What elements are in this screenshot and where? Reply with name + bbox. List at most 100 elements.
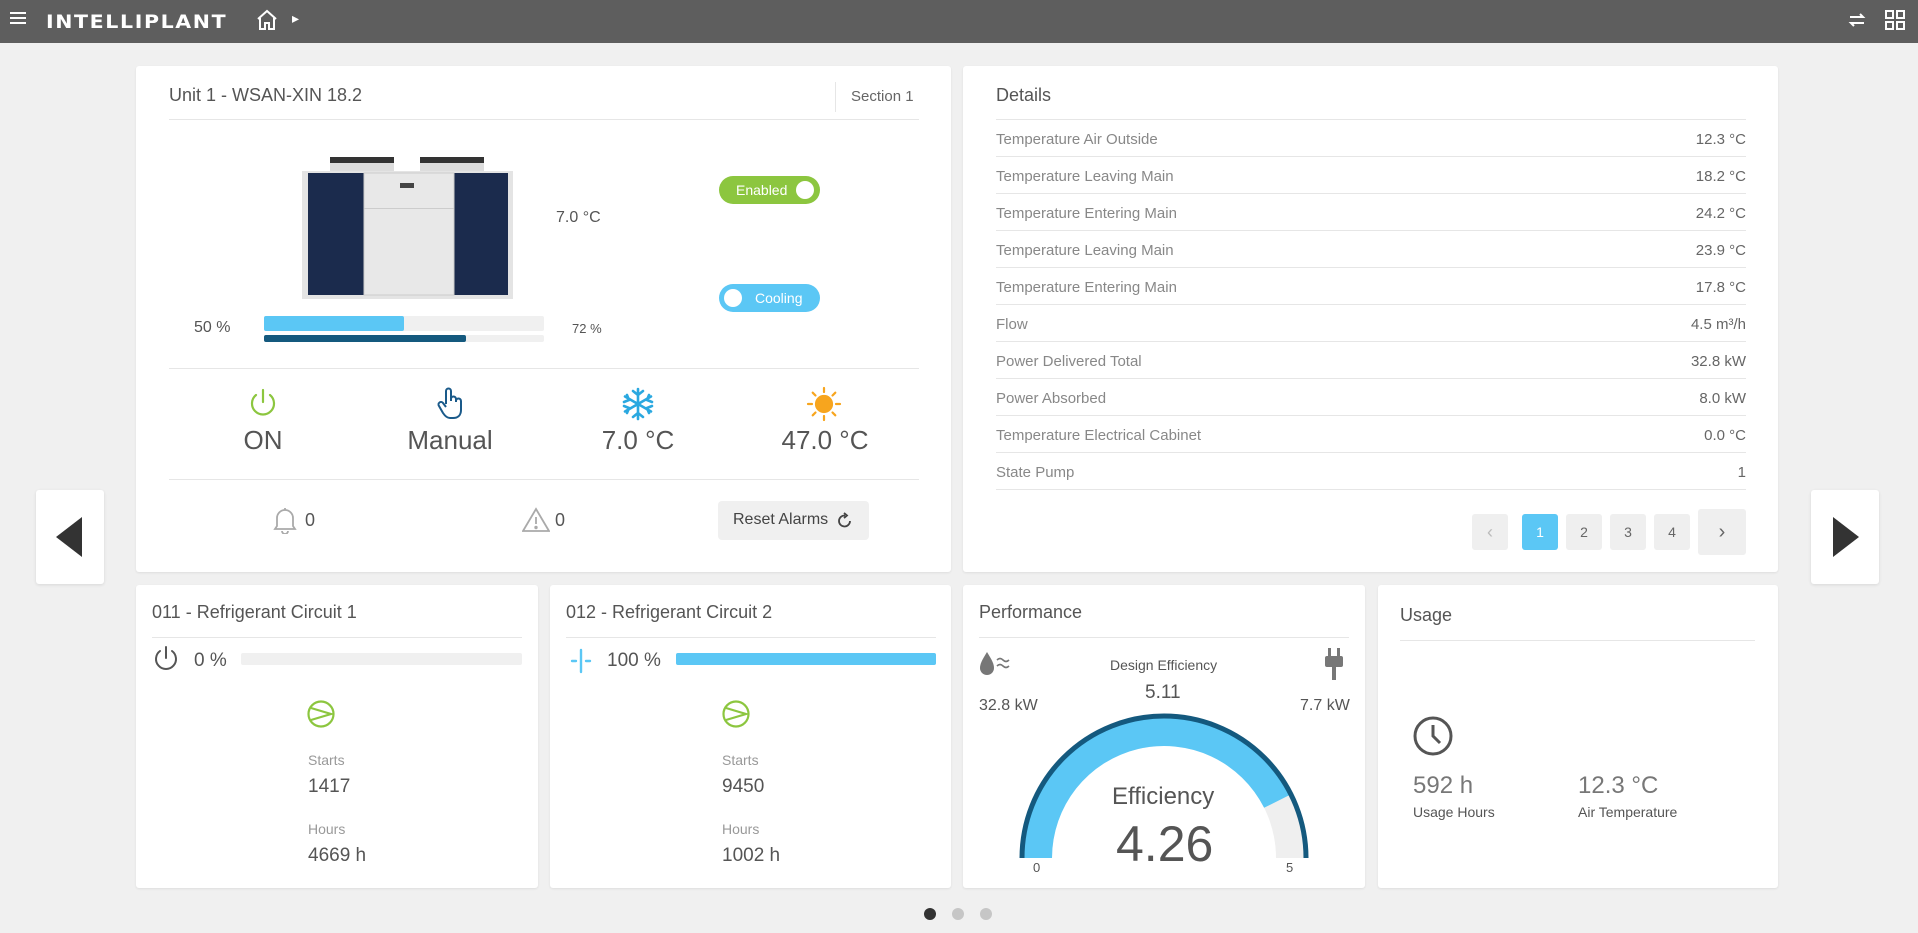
- clock-icon: [1413, 716, 1453, 756]
- details-title: Details: [996, 85, 1052, 105]
- usage-hours-label: Usage Hours: [1413, 804, 1495, 820]
- details-row: Temperature Air Outside 12.3 °C: [996, 120, 1746, 157]
- circuit-1-title: 011 - Refrigerant Circuit 1: [152, 602, 357, 622]
- enabled-toggle-label: Enabled: [736, 182, 788, 198]
- details-row-value: 32.8 kW: [1690, 353, 1746, 370]
- breadcrumb-arrow[interactable]: ▸: [292, 10, 300, 26]
- details-row-label: Temperature Electrical Cabinet: [996, 427, 1202, 444]
- circuit-1-percent: 0 %: [194, 650, 227, 671]
- design-efficiency-value: 5.11: [1145, 682, 1181, 703]
- circuit-2-divider: [566, 637, 936, 638]
- top-bar: INTELLIPLANT ▸: [0, 0, 1918, 43]
- load-percent-value: 50 %: [194, 319, 231, 336]
- next-slide-button[interactable]: [1811, 490, 1879, 584]
- switch-icon[interactable]: [1846, 9, 1868, 31]
- performance-title: Performance: [979, 602, 1083, 622]
- circuit-2-starts-label: Starts: [722, 752, 759, 768]
- circuit-1-bar: [241, 653, 522, 665]
- details-row-label: State Pump: [996, 464, 1075, 481]
- details-row-value: 1: [1737, 464, 1746, 481]
- circuit-1-divider: [152, 637, 522, 638]
- power-absorbed-value: 7.7 kW: [1300, 697, 1350, 714]
- load-bar-secondary-fill: [264, 335, 466, 342]
- hamburger-menu-icon[interactable]: [10, 9, 28, 27]
- power-state-value: ON: [243, 425, 283, 455]
- load-bar: [264, 316, 544, 331]
- circuit-2-starts-value: 9450: [722, 776, 765, 797]
- gauge-min-label: 0: [1033, 860, 1041, 875]
- hand-pointer-icon: [437, 387, 462, 419]
- unit-title-divider: [169, 119, 919, 120]
- efficiency-gauge: [1019, 713, 1309, 859]
- details-row-label: Temperature Entering Main: [996, 279, 1177, 296]
- grid-icon[interactable]: [1884, 9, 1906, 31]
- pagination-page-2[interactable]: 2: [1566, 514, 1602, 550]
- usage-hours-value: 592 h: [1413, 772, 1474, 799]
- pagination-page-4[interactable]: 4: [1654, 514, 1690, 550]
- gauge-max-label: 5: [1286, 860, 1294, 875]
- circuit-2-hours-value: 1002 h: [722, 845, 781, 866]
- fan-snowflake-icon: [570, 648, 592, 674]
- power-delivered-value: 32.8 kW: [979, 697, 1038, 714]
- usage-card: [1378, 585, 1778, 888]
- plug-icon: [1325, 648, 1343, 680]
- compressor-icon: [722, 700, 750, 728]
- gauge-label: Efficiency: [1112, 783, 1215, 810]
- details-row: Temperature Leaving Main 18.2 °C: [996, 157, 1746, 194]
- sun-icon: [806, 386, 842, 422]
- details-row: Temperature Entering Main 17.8 °C: [996, 268, 1746, 305]
- circuit-1-hours-value: 4669 h: [308, 845, 367, 866]
- prev-slide-button[interactable]: [36, 490, 104, 584]
- details-row-label: Power Delivered Total: [996, 353, 1142, 370]
- details-row: Temperature Entering Main 24.2 °C: [996, 194, 1746, 231]
- circuit-2-hours-label: Hours: [722, 821, 760, 837]
- enabled-toggle[interactable]: Enabled: [719, 176, 820, 204]
- details-row-value: 8.0 kW: [1699, 390, 1746, 407]
- power-icon: [250, 388, 276, 416]
- details-title-divider: [996, 119, 1746, 120]
- details-row-value: 17.8 °C: [1695, 279, 1746, 296]
- load-bar-fill: [264, 316, 404, 331]
- details-row-value: 4.5 m³/h: [1690, 316, 1746, 333]
- details-row-value: 12.3 °C: [1695, 131, 1746, 148]
- details-row-label: Temperature Leaving Main: [996, 168, 1174, 185]
- carousel-dot-3[interactable]: [980, 908, 992, 920]
- details-row: Temperature Leaving Main 23.9 °C: [996, 231, 1746, 268]
- setpoint-cooling-value: 7.0 °C: [601, 425, 675, 455]
- details-row-label: Flow: [996, 316, 1028, 333]
- reset-alarms-label: Reset Alarms: [733, 511, 829, 528]
- setpoint-heating-value: 47.0 °C: [781, 425, 869, 455]
- usage-title: Usage: [1400, 605, 1453, 625]
- cooling-toggle[interactable]: Cooling: [719, 284, 820, 312]
- load-max-value: 72 %: [572, 321, 602, 336]
- bell-icon: [273, 508, 297, 534]
- arrow-left-icon: [56, 517, 82, 557]
- toggle-knob: [796, 181, 814, 199]
- usage-divider: [1400, 640, 1755, 641]
- stats-divider-bottom: [169, 479, 919, 480]
- details-row-label: Temperature Air Outside: [996, 131, 1158, 148]
- mode-value: Manual: [407, 425, 493, 455]
- details-row: Flow 4.5 m³/h: [996, 305, 1746, 342]
- performance-divider: [979, 637, 1349, 638]
- pagination-page-3[interactable]: 3: [1610, 514, 1646, 550]
- carousel-dot-1[interactable]: [924, 908, 936, 920]
- details-row-label: Temperature Leaving Main: [996, 242, 1174, 259]
- home-icon[interactable]: [255, 8, 279, 32]
- details-row-value: 18.2 °C: [1695, 168, 1746, 185]
- gauge-value-arc: [1024, 718, 1290, 858]
- pagination-next-button[interactable]: ›: [1698, 509, 1746, 555]
- alarms-count: 0: [305, 510, 316, 530]
- arrow-right-icon: [1833, 517, 1859, 557]
- load-bar-secondary: [264, 335, 544, 342]
- pagination-prev-button[interactable]: ‹: [1472, 514, 1508, 550]
- pagination-page-1[interactable]: 1: [1522, 514, 1558, 550]
- carousel-dot-2[interactable]: [952, 908, 964, 920]
- reset-alarms-button[interactable]: Reset Alarms: [718, 501, 869, 540]
- circuit-2-bar-fill: [676, 653, 936, 665]
- power-icon: [155, 646, 177, 670]
- section-label[interactable]: Section 1: [851, 88, 914, 105]
- cooling-toggle-label: Cooling: [755, 290, 803, 306]
- circuit-2-card: [550, 585, 951, 888]
- circuit-1-card: [136, 585, 538, 888]
